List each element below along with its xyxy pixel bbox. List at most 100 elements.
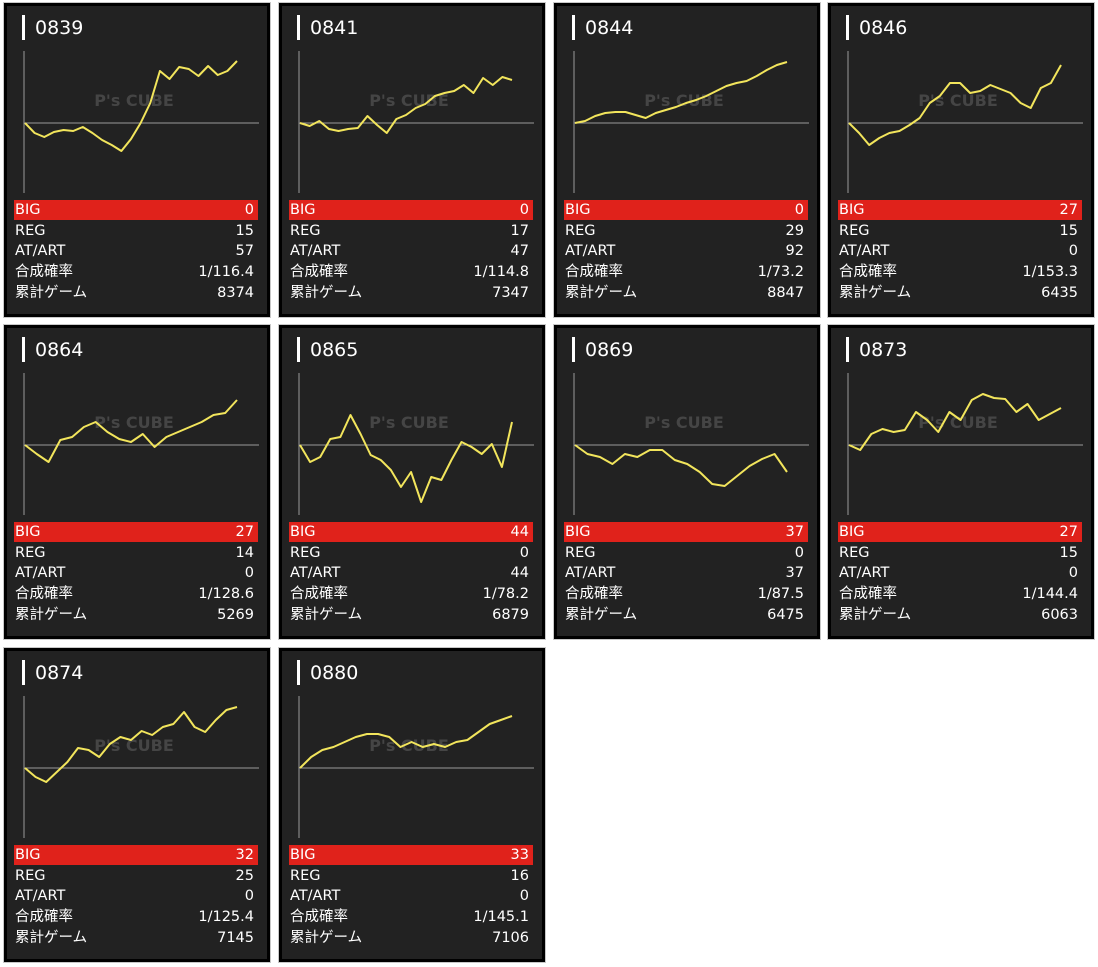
stat-row: AT/ART 92 <box>564 241 808 261</box>
stat-label: 累計ゲーム <box>839 606 912 623</box>
stat-row: 累計ゲーム 6435 <box>838 283 1082 303</box>
title-bar <box>22 660 25 685</box>
stat-row: AT/ART 0 <box>838 241 1082 261</box>
slump-graph: P's CUBE <box>847 373 1083 515</box>
stat-value: 0 <box>244 565 254 582</box>
stat-label: 合成確率 <box>290 909 348 926</box>
slump-graph: P's CUBE <box>23 696 259 838</box>
stat-label: 累計ゲーム <box>290 606 363 623</box>
stat-value: 92 <box>785 243 804 260</box>
stat-label: AT/ART <box>839 243 890 260</box>
stat-row: 累計ゲーム 8374 <box>14 283 258 303</box>
slump-line <box>848 64 1062 146</box>
watermark: P's CUBE <box>94 736 174 755</box>
slump-graph: P's CUBE <box>23 51 259 193</box>
stat-value: 1/144.4 <box>1022 586 1078 603</box>
stat-value: 1/116.4 <box>198 264 254 281</box>
stat-value: 1/125.4 <box>198 909 254 926</box>
stat-row: 累計ゲーム 6063 <box>838 605 1082 625</box>
stat-row: AT/ART 57 <box>14 241 258 261</box>
machine-card: 0873 P's CUBE BIG 27 REG 15 AT/ART 0 合成確率 1/144.4… <box>827 324 1095 640</box>
stat-value: 0 <box>244 202 254 218</box>
slump-line <box>574 444 788 487</box>
stat-row: 合成確率 1/145.1 <box>289 907 533 927</box>
watermark: P's CUBE <box>94 91 174 110</box>
stat-label: AT/ART <box>15 243 66 260</box>
stat-row: REG 0 <box>289 543 533 563</box>
stat-value: 44 <box>510 565 529 582</box>
stat-row: 累計ゲーム 5269 <box>14 605 258 625</box>
stat-label: 累計ゲーム <box>15 929 88 946</box>
stat-value: 16 <box>510 867 529 884</box>
machine-card: 0844 P's CUBE BIG 0 REG 29 AT/ART 92 合成確率 1/73.2 累… <box>553 2 821 318</box>
stat-row: AT/ART 0 <box>14 886 258 906</box>
stat-label: AT/ART <box>290 565 341 582</box>
stat-value: 29 <box>785 222 804 239</box>
stat-label: BIG <box>839 524 865 540</box>
stat-value: 6063 <box>1041 606 1078 623</box>
stat-value: 1/128.6 <box>198 586 254 603</box>
stat-row: BIG 44 <box>289 522 533 542</box>
watermark: P's CUBE <box>369 736 449 755</box>
watermark: P's CUBE <box>369 413 449 432</box>
slump-line <box>24 60 238 152</box>
machine-number: 0864 <box>35 339 84 361</box>
slump-line <box>24 706 238 783</box>
stat-label: REG <box>839 222 870 239</box>
stat-label: 累計ゲーム <box>15 284 88 301</box>
stat-label: REG <box>839 544 870 561</box>
slump-graph: P's CUBE <box>573 373 809 515</box>
slump-line <box>574 61 788 124</box>
stat-label: BIG <box>290 847 316 863</box>
stat-value: 1/114.8 <box>473 264 529 281</box>
machine-card: 0841 P's CUBE BIG 0 REG 17 AT/ART 47 合成確率 1/114.8… <box>278 2 546 318</box>
stat-value: 44 <box>510 524 529 540</box>
machine-card: 0865 P's CUBE BIG 44 REG 0 AT/ART 44 合成確率 1/78.2 累… <box>278 324 546 640</box>
stat-value: 0 <box>519 544 529 561</box>
stat-row: AT/ART 0 <box>289 886 533 906</box>
stat-value: 6435 <box>1041 284 1078 301</box>
stat-value: 0 <box>794 544 804 561</box>
stat-row: 合成確率 1/87.5 <box>564 584 808 604</box>
stat-row: 累計ゲーム 8847 <box>564 283 808 303</box>
stat-row: AT/ART 37 <box>564 563 808 583</box>
stat-row: 合成確率 1/116.4 <box>14 262 258 282</box>
stat-value: 1/153.3 <box>1022 264 1078 281</box>
slump-graph: P's CUBE <box>298 51 534 193</box>
stat-label: 累計ゲーム <box>15 606 88 623</box>
machine-card: 0839 P's CUBE BIG 0 REG 15 AT/ART 57 合成確率 1/116.4… <box>3 2 271 318</box>
title-bar <box>297 337 300 362</box>
stat-row: AT/ART 44 <box>289 563 533 583</box>
stat-label: 合成確率 <box>15 264 73 281</box>
title-bar <box>22 337 25 362</box>
stat-row: REG 15 <box>838 543 1082 563</box>
slump-graph: P's CUBE <box>573 51 809 193</box>
stat-row: BIG 0 <box>14 200 258 220</box>
stat-value: 37 <box>785 565 804 582</box>
stat-row: BIG 27 <box>838 200 1082 220</box>
machine-number: 0869 <box>585 339 634 361</box>
stat-label: BIG <box>565 202 591 218</box>
stat-value: 14 <box>235 544 254 561</box>
stat-label: AT/ART <box>290 888 341 905</box>
stat-value: 57 <box>235 243 254 260</box>
stat-value: 0 <box>1068 243 1078 260</box>
watermark: P's CUBE <box>644 91 724 110</box>
stat-label: 累計ゲーム <box>839 284 912 301</box>
stat-row: REG 16 <box>289 866 533 886</box>
stat-label: BIG <box>290 524 316 540</box>
stat-label: AT/ART <box>565 565 616 582</box>
stat-value: 0 <box>519 202 529 218</box>
stat-label: BIG <box>565 524 591 540</box>
slump-line <box>299 414 513 503</box>
stat-label: BIG <box>839 202 865 218</box>
stat-value: 0 <box>1068 565 1078 582</box>
stat-label: BIG <box>15 524 41 540</box>
stat-row: 合成確率 1/114.8 <box>289 262 533 282</box>
stat-label: REG <box>15 867 46 884</box>
stat-value: 7145 <box>217 929 254 946</box>
title-bar <box>22 15 25 40</box>
machine-number: 0841 <box>310 17 359 39</box>
stat-label: REG <box>290 222 321 239</box>
